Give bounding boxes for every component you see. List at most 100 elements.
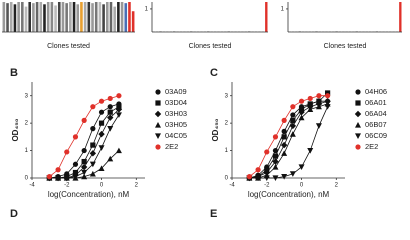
figure: B C D E Clones tested 1 Clones tested 1 Clon… (2, 2, 402, 220)
legend-label: 03D04 (165, 98, 187, 107)
curve (249, 95, 328, 177)
bar (6, 3, 9, 32)
legend-label: 03H03 (165, 109, 187, 118)
panel-label: B (10, 67, 18, 79)
legend-marker (155, 100, 161, 106)
marker (115, 112, 122, 118)
y-tick-label: 1 (145, 7, 149, 13)
marker (325, 90, 331, 96)
bar (131, 11, 135, 32)
marker (72, 134, 79, 140)
marker (55, 175, 62, 181)
marker (81, 173, 88, 180)
marker (64, 149, 70, 155)
panel-label: D (10, 208, 18, 220)
y-tick-label: 0 (25, 176, 29, 182)
marker (81, 169, 88, 176)
marker (98, 98, 105, 104)
marker (90, 142, 96, 148)
curve (249, 106, 328, 179)
legend-label: 06B07 (365, 120, 387, 129)
bar (91, 3, 94, 32)
legend-label: 2E2 (165, 142, 178, 151)
x-axis-label: log(Concentration), nM (48, 190, 130, 199)
marker (107, 126, 114, 132)
marker (263, 175, 270, 181)
bar (13, 4, 17, 32)
marker (107, 104, 113, 110)
legend-label: 04C05 (165, 131, 187, 140)
y-tick-label: 2 (25, 121, 29, 127)
marker (272, 134, 279, 140)
x-axis-label: Clones tested (47, 43, 90, 50)
x-tick-label: 2 (135, 183, 139, 189)
marker (107, 155, 114, 162)
legend-label: 2E2 (365, 142, 378, 151)
marker (107, 95, 113, 102)
marker (272, 147, 279, 154)
legend-label: 06C09 (365, 131, 387, 140)
panel-label: E (210, 208, 217, 220)
marker (298, 108, 305, 116)
marker (298, 114, 305, 121)
bar (265, 2, 268, 32)
x-axis-label: log(Concentration), nM (248, 190, 330, 199)
bar (109, 2, 113, 32)
marker (81, 158, 87, 165)
marker (272, 164, 279, 170)
marker (281, 128, 287, 134)
marker (315, 123, 322, 129)
bar (69, 2, 72, 32)
marker (107, 109, 113, 115)
bar (21, 2, 24, 32)
marker (281, 134, 287, 140)
marker (272, 175, 279, 181)
marker (98, 165, 105, 171)
marker (272, 153, 279, 159)
curve (249, 100, 328, 179)
legend-marker (154, 110, 162, 118)
legend-label: 06A01 (365, 98, 387, 107)
marker (116, 93, 122, 99)
bar (117, 2, 120, 32)
bar (32, 3, 35, 32)
bar (24, 6, 28, 32)
marker (281, 117, 287, 123)
x-axis-label: Clones tested (189, 43, 232, 50)
marker (98, 145, 105, 151)
y-tick-label: 1 (25, 148, 29, 154)
bar (2, 2, 6, 32)
marker (281, 150, 288, 156)
marker (107, 114, 114, 121)
bar (124, 3, 128, 32)
bar (43, 4, 46, 32)
marker (264, 149, 270, 155)
legend-marker (155, 122, 161, 128)
marker (55, 167, 61, 173)
bar (87, 2, 91, 32)
marker (115, 147, 122, 154)
marker (280, 141, 288, 149)
bar (399, 2, 402, 32)
marker (281, 174, 288, 180)
bar (94, 2, 98, 32)
marker (255, 167, 261, 173)
bar (76, 4, 80, 32)
marker (315, 103, 322, 110)
legend-marker (355, 144, 361, 150)
marker (98, 109, 105, 115)
x-tick-label: -2 (264, 183, 270, 189)
marker (289, 131, 296, 137)
y-tick-label: 0 (225, 176, 229, 182)
marker (90, 104, 96, 110)
x-tick-label: -4 (29, 183, 35, 189)
bar (35, 2, 39, 32)
bar (113, 6, 116, 32)
legend-marker (155, 144, 161, 150)
y-tick-label: 2 (225, 121, 229, 127)
panel-label: C (210, 67, 218, 79)
y-axis-label: OD₄₅₀ (211, 118, 220, 141)
legend-marker (155, 133, 161, 139)
marker (46, 174, 52, 180)
x-tick-label: 2 (335, 183, 339, 189)
